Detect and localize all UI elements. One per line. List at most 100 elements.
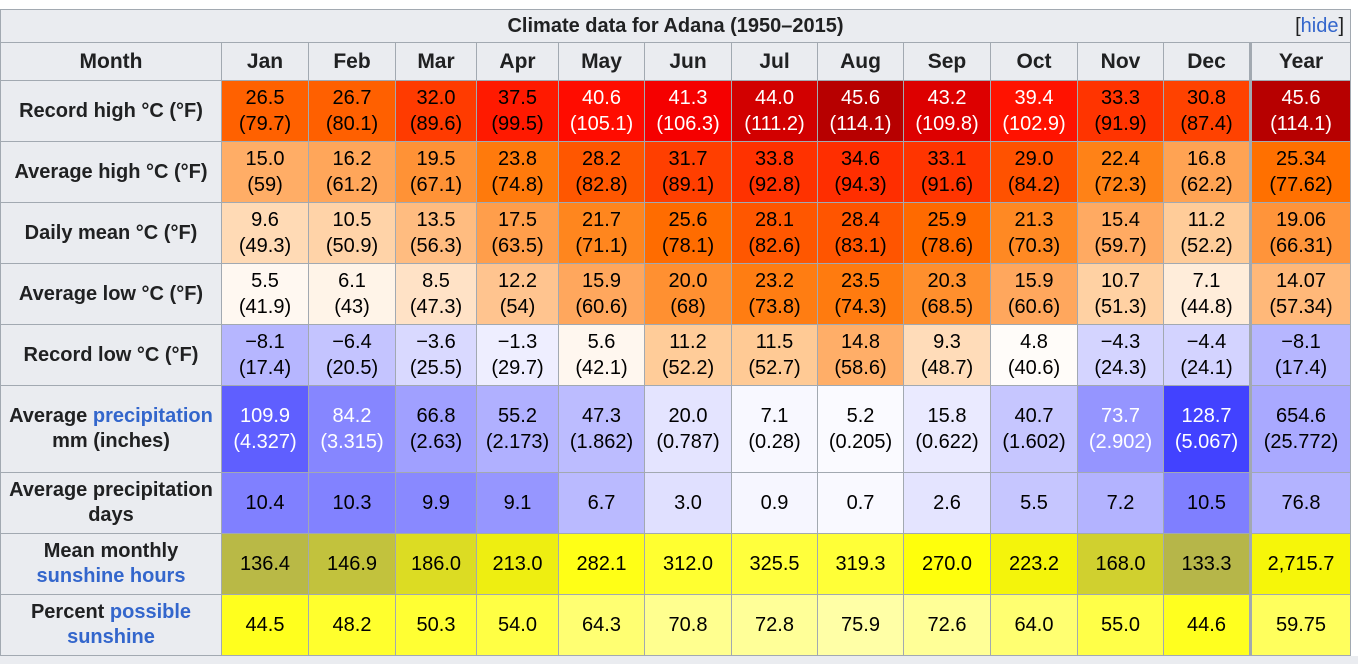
row-header-link[interactable]: sunshine hours — [36, 565, 186, 587]
cell-value-metric: 55.2 — [498, 405, 537, 427]
cell-value-metric: 32.0 — [416, 87, 456, 109]
data-cell: 21.3 (70.3) — [990, 202, 1078, 264]
cell-value-imperial: (54) — [499, 296, 536, 318]
data-cell: 11.5 (52.7) — [731, 324, 818, 386]
cell-value-metric: 168.0 — [1095, 553, 1146, 575]
cell-value-imperial: (102.9) — [1002, 113, 1066, 135]
data-cell: 19.06 (66.31) — [1248, 202, 1352, 264]
row-header-text: Record low °C (°F) — [23, 343, 199, 366]
cell-value-imperial: (29.7) — [491, 357, 544, 379]
data-cell: 15.9 (60.6) — [990, 263, 1078, 325]
cell-value-imperial: (1.602) — [1002, 431, 1066, 453]
cell-value-metric: 28.4 — [841, 209, 880, 231]
month-header-apr: Apr — [476, 42, 559, 81]
data-cell: 48.2 — [308, 594, 396, 656]
cell-value-imperial: (2.63) — [409, 431, 463, 453]
row-header: Percent possible sunshine — [0, 594, 222, 656]
cell-value-metric: −4.4 — [1186, 331, 1227, 353]
cell-value-metric: −8.1 — [245, 331, 285, 353]
cell-value-imperial: (0.205) — [828, 431, 893, 453]
cell-value-metric: 33.3 — [1101, 87, 1140, 109]
data-cell: 45.6 (114.1) — [1248, 80, 1352, 142]
data-cell: 41.3 (106.3) — [644, 80, 732, 142]
cell-value-imperial: (63.5) — [491, 235, 544, 257]
cell-value-metric: 48.2 — [332, 614, 372, 636]
cell-value-imperial: (91.9) — [1094, 113, 1147, 135]
cell-value-metric: 213.0 — [492, 553, 543, 575]
row-header: Record high °C (°F) — [0, 80, 222, 142]
row-header-link[interactable]: precipitation — [92, 405, 213, 427]
row-header: Average precipitation mm (inches) — [0, 385, 222, 473]
month-header-mar: Mar — [395, 42, 477, 81]
data-cell: 0.7 — [817, 472, 904, 534]
data-cell: 5.2 (0.205) — [817, 385, 904, 473]
climate-table: Climate data for Adana (1950–2015) [hide… — [0, 9, 1352, 656]
data-cell: 8.5 (47.3) — [395, 263, 477, 325]
cell-value-metric: 5.2 — [846, 405, 875, 427]
cell-value-metric: 146.9 — [326, 553, 378, 575]
row-header-text: Average precipitation days — [9, 479, 213, 526]
cell-value-imperial: (84.2) — [1007, 174, 1061, 196]
cell-value-imperial: (99.5) — [491, 113, 544, 135]
cell-value-imperial: (78.1) — [661, 235, 715, 257]
cell-value-metric: 2.6 — [933, 492, 961, 514]
cell-value-imperial: (43) — [334, 296, 370, 318]
data-cell: 26.5 (79.7) — [221, 80, 309, 142]
cell-value-metric: 654.6 — [1275, 405, 1327, 427]
cell-value-metric: 55.0 — [1101, 614, 1140, 636]
data-cell: 14.07 (57.34) — [1248, 263, 1352, 325]
data-cell: 33.3 (91.9) — [1077, 80, 1164, 142]
hide-link[interactable]: hide — [1300, 15, 1339, 37]
data-cell: 10.7 (51.3) — [1077, 263, 1164, 325]
cell-value-imperial: (82.8) — [575, 174, 628, 196]
cell-value-imperial: (82.6) — [748, 235, 801, 257]
data-cell: 4.8 (40.6) — [990, 324, 1078, 386]
data-cell: 72.6 — [903, 594, 991, 656]
cell-value-metric: 44.5 — [245, 614, 285, 636]
cell-value-imperial: (4.327) — [233, 431, 297, 453]
cell-value-metric: 44.0 — [755, 87, 794, 109]
data-cell: −8.1 (17.4) — [1248, 324, 1352, 386]
cell-value-metric: 14.8 — [841, 331, 880, 353]
cell-value-metric: 5.6 — [587, 331, 616, 353]
row-header-link[interactable]: possible sunshine — [67, 601, 192, 648]
cell-value-metric: 5.5 — [251, 270, 279, 292]
cell-value-metric: 29.0 — [1014, 148, 1054, 170]
cell-value-metric: 6.7 — [587, 492, 616, 514]
climate-table-container: Climate data for Adana (1950–2015) [hide… — [0, 9, 1352, 656]
cell-value-imperial: (52.2) — [1180, 235, 1233, 257]
cell-value-metric: 43.2 — [927, 87, 967, 109]
data-cell: 30.8 (87.4) — [1163, 80, 1251, 142]
cell-value-imperial: (71.1) — [575, 235, 628, 257]
data-cell: 7.1 (44.8) — [1163, 263, 1251, 325]
cell-value-imperial: (62.2) — [1180, 174, 1233, 196]
cell-value-metric: 9.3 — [933, 331, 961, 353]
data-cell: 20.0 (68) — [644, 263, 732, 325]
cell-value-imperial: (40.6) — [1007, 357, 1061, 379]
data-cell: 9.1 — [476, 472, 559, 534]
row-header-text: Average — [9, 405, 93, 427]
cell-value-metric: 16.8 — [1187, 148, 1226, 170]
data-cell: 10.3 — [308, 472, 396, 534]
data-cell: 37.5 (99.5) — [476, 80, 559, 142]
cell-value-metric: 10.5 — [1187, 492, 1226, 514]
data-cell: 5.6 (42.1) — [558, 324, 645, 386]
cell-value-metric: −3.6 — [416, 331, 456, 353]
data-cell: 25.9 (78.6) — [903, 202, 991, 264]
cell-value-metric: 15.0 — [245, 148, 285, 170]
cell-value-imperial: (2.173) — [485, 431, 550, 453]
cell-value-imperial: (59.7) — [1094, 235, 1147, 257]
data-cell: 12.2 (54) — [476, 263, 559, 325]
cell-value-imperial: (50.9) — [325, 235, 379, 257]
month-header-year: Year — [1248, 42, 1352, 81]
data-cell: 55.0 — [1077, 594, 1164, 656]
cell-value-imperial: (47.3) — [409, 296, 463, 318]
data-cell: 325.5 — [731, 533, 818, 595]
cell-value-metric: 13.5 — [416, 209, 456, 231]
cell-value-metric: 31.7 — [668, 148, 708, 170]
cell-value-metric: 319.3 — [835, 553, 886, 575]
data-cell: 14.8 (58.6) — [817, 324, 904, 386]
cell-value-imperial: (79.7) — [238, 113, 292, 135]
data-cell: 6.1 (43) — [308, 263, 396, 325]
data-cell: 15.4 (59.7) — [1077, 202, 1164, 264]
